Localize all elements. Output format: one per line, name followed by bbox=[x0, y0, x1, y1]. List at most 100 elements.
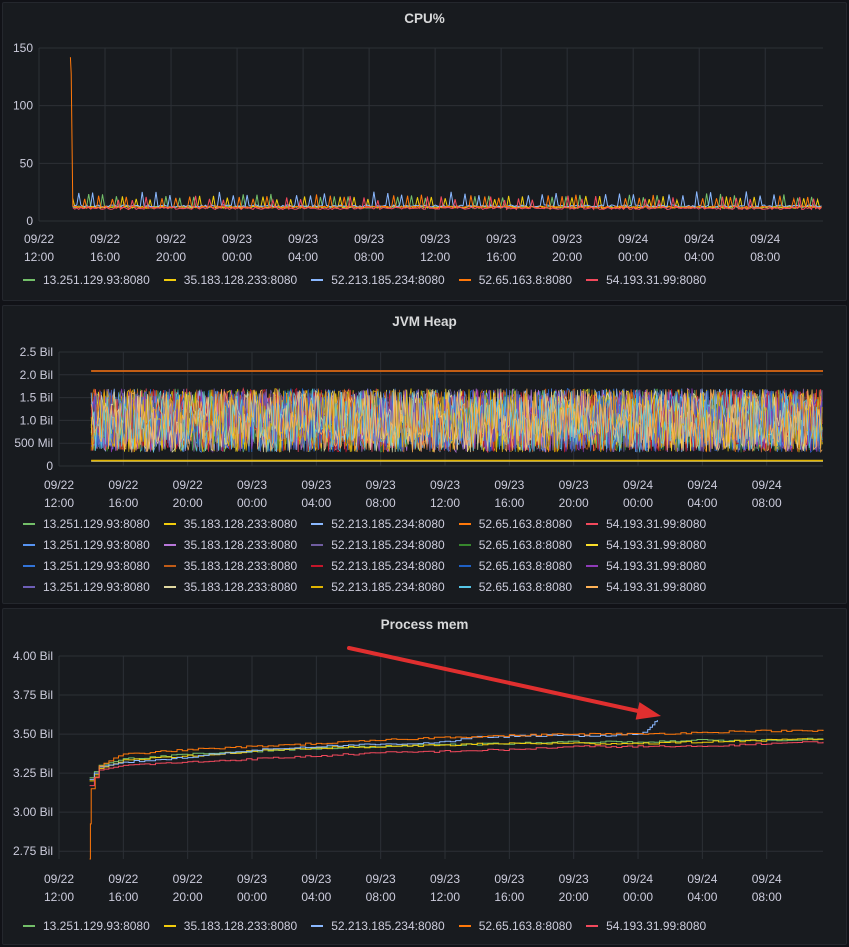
x-tick-label: 09/24 bbox=[623, 478, 653, 492]
y-tick-label: 150 bbox=[13, 41, 33, 55]
legend-item[interactable]: 52.65.163.8:8080 bbox=[458, 915, 572, 936]
legend-label: 54.193.31.99:8080 bbox=[606, 558, 707, 573]
legend-label: 13.251.129.93:8080 bbox=[43, 918, 150, 933]
cpu-chart[interactable]: 0 50 100 150 09/22 12:00 09/22 16:00 09/22 20:00 0… bbox=[3, 3, 848, 302]
y-tick-label: 4.00 Bil bbox=[13, 649, 53, 663]
legend-label: 54.193.31.99:8080 bbox=[606, 516, 707, 531]
legend-item[interactable]: 35.183.128.233:8080 bbox=[163, 915, 297, 936]
x-tick-label: 09/23 bbox=[494, 872, 524, 886]
legend-swatch bbox=[458, 564, 471, 567]
x-tick-label: 09/24 bbox=[750, 232, 780, 246]
legend-label: 13.251.129.93:8080 bbox=[43, 558, 150, 573]
legend-swatch bbox=[458, 278, 471, 281]
cpu-panel-title[interactable]: CPU% bbox=[404, 11, 445, 26]
x-tick-label: 09/22 bbox=[90, 232, 120, 246]
legend-label: 52.65.163.8:8080 bbox=[478, 558, 573, 573]
legend-label: 13.251.129.93:8080 bbox=[43, 537, 150, 552]
legend-item[interactable]: 52.65.163.8:8080 bbox=[458, 534, 572, 555]
legend-item[interactable]: 35.183.128.233:8080 bbox=[163, 555, 297, 576]
legend-item[interactable]: 54.193.31.99:8080 bbox=[586, 513, 706, 534]
y-tick-label: 500 Mil bbox=[14, 436, 53, 450]
legend-label: 35.183.128.233:8080 bbox=[183, 516, 298, 531]
y-tick-label: 2.0 Bil bbox=[20, 368, 53, 382]
legend-swatch bbox=[23, 522, 35, 525]
legend-label: 54.193.31.99:8080 bbox=[606, 272, 707, 287]
x-tick-label: 09/22 bbox=[44, 872, 74, 886]
legend-swatch bbox=[586, 522, 599, 525]
legend-item[interactable]: 54.193.31.99:8080 bbox=[586, 269, 706, 290]
legend-item[interactable]: 35.183.128.233:8080 bbox=[163, 269, 297, 290]
legend-item[interactable]: 52.65.163.8:8080 bbox=[458, 555, 573, 576]
legend-label: 52.213.185.234:8080 bbox=[331, 272, 445, 287]
series-line bbox=[89, 720, 658, 780]
y-tick-label: 1.0 Bil bbox=[20, 413, 53, 427]
y-tick-label: 100 bbox=[13, 99, 33, 113]
x-tick-label: 20:00 bbox=[156, 250, 186, 264]
x-tick-label: 08:00 bbox=[366, 890, 396, 904]
legend-item[interactable]: 13.251.129.93:8080 bbox=[23, 555, 150, 576]
x-tick-label: 04:00 bbox=[301, 496, 331, 510]
legend-item[interactable]: 52.213.185.234:8080 bbox=[311, 915, 445, 936]
legend-item[interactable]: 13.251.129.93:8080 bbox=[23, 513, 150, 534]
legend-item[interactable]: 35.183.128.233:8080 bbox=[163, 534, 297, 555]
legend-label: 52.65.163.8:8080 bbox=[478, 272, 573, 287]
legend-item[interactable]: 35.183.128.233:8080 bbox=[163, 576, 297, 597]
legend-item[interactable]: 13.251.129.93:8080 bbox=[23, 915, 150, 936]
legend-swatch bbox=[311, 564, 324, 567]
x-tick-label: 09/24 bbox=[752, 872, 782, 886]
legend-item[interactable]: 52.213.185.234:8080 bbox=[311, 534, 445, 555]
x-tick-label: 09/23 bbox=[237, 478, 267, 492]
legend-item[interactable]: 13.251.129.93:8080 bbox=[23, 576, 150, 597]
legend-swatch bbox=[311, 543, 324, 546]
x-tick-label: 16:00 bbox=[494, 496, 524, 510]
legend-item[interactable]: 52.65.163.8:8080 bbox=[458, 269, 573, 290]
legend-item[interactable]: 13.251.129.93:8080 bbox=[23, 269, 150, 290]
x-tick-label: 04:00 bbox=[687, 496, 717, 510]
jvm-heap-panel: JVM Heap 0 500 Mil 1.0 Bil 1.5 Bil 2.0 Bil 2.… bbox=[2, 305, 847, 604]
x-tick-label: 09/22 bbox=[156, 232, 186, 246]
x-tick-label: 04:00 bbox=[288, 250, 318, 264]
y-tick-label: 2.75 Bil bbox=[13, 844, 53, 858]
legend-item[interactable]: 52.213.185.234:8080 bbox=[311, 513, 445, 534]
legend-item[interactable]: 54.193.31.99:8080 bbox=[586, 576, 706, 597]
legend-swatch bbox=[586, 585, 599, 588]
legend-label: 13.251.129.93:8080 bbox=[43, 272, 150, 287]
x-tick-label: 00:00 bbox=[623, 496, 653, 510]
legend-swatch bbox=[586, 924, 599, 927]
x-tick-label: 20:00 bbox=[559, 890, 589, 904]
x-tick-label: 12:00 bbox=[430, 496, 460, 510]
cpu-panel: CPU% 0 50 100 150 09/22 12:00 09/22 16:00 09/22 2… bbox=[2, 2, 847, 301]
legend-swatch bbox=[458, 522, 471, 525]
legend-label: 13.251.129.93:8080 bbox=[43, 579, 150, 594]
legend-swatch bbox=[163, 924, 176, 927]
legend-item[interactable]: 54.193.31.99:8080 bbox=[586, 555, 706, 576]
jvm-heap-panel-title[interactable]: JVM Heap bbox=[392, 314, 457, 329]
x-tick-label: 09/23 bbox=[430, 872, 460, 886]
legend-label: 13.251.129.93:8080 bbox=[43, 516, 150, 531]
cpu-legend: 13.251.129.93:8080 35.183.128.233:8080 52.… bbox=[23, 269, 836, 290]
legend-item[interactable]: 52.213.185.234:8080 bbox=[311, 576, 445, 597]
x-tick-label: 09/23 bbox=[237, 872, 267, 886]
process-mem-panel: Process mem 2.75 Bil 3.00 Bil 3.25 Bil 3.50… bbox=[2, 608, 847, 945]
legend-item[interactable]: 35.183.128.233:8080 bbox=[163, 513, 298, 534]
legend-item[interactable]: 52.65.163.8:8080 bbox=[458, 513, 572, 534]
x-tick-label: 16:00 bbox=[486, 250, 516, 264]
legend-swatch bbox=[458, 585, 471, 588]
jvm-heap-chart[interactable]: 0 500 Mil 1.0 Bil 1.5 Bil 2.0 Bil 2.5 Bil 09/2… bbox=[3, 306, 848, 605]
process-mem-chart[interactable]: 2.75 Bil 3.00 Bil 3.25 Bil 3.50 Bil 3.75 Bil… bbox=[3, 609, 848, 946]
process-mem-panel-title[interactable]: Process mem bbox=[380, 617, 469, 632]
legend-item[interactable]: 54.193.31.99:8080 bbox=[586, 534, 706, 555]
legend-swatch bbox=[23, 924, 35, 927]
x-tick-label: 08:00 bbox=[752, 496, 782, 510]
legend-swatch bbox=[23, 278, 35, 281]
legend-item[interactable]: 54.193.31.99:8080 bbox=[586, 915, 706, 936]
legend-item[interactable]: 52.65.163.8:8080 bbox=[458, 576, 572, 597]
y-tick-label: 3.75 Bil bbox=[13, 688, 53, 702]
legend-item[interactable]: 52.213.185.234:8080 bbox=[311, 269, 445, 290]
legend-swatch bbox=[23, 543, 35, 546]
x-tick-label: 20:00 bbox=[559, 496, 589, 510]
legend-item[interactable]: 13.251.129.93:8080 bbox=[23, 534, 150, 555]
legend-item[interactable]: 52.213.185.234:8080 bbox=[311, 555, 445, 576]
legend-swatch bbox=[23, 564, 35, 567]
x-tick-label: 04:00 bbox=[687, 890, 717, 904]
